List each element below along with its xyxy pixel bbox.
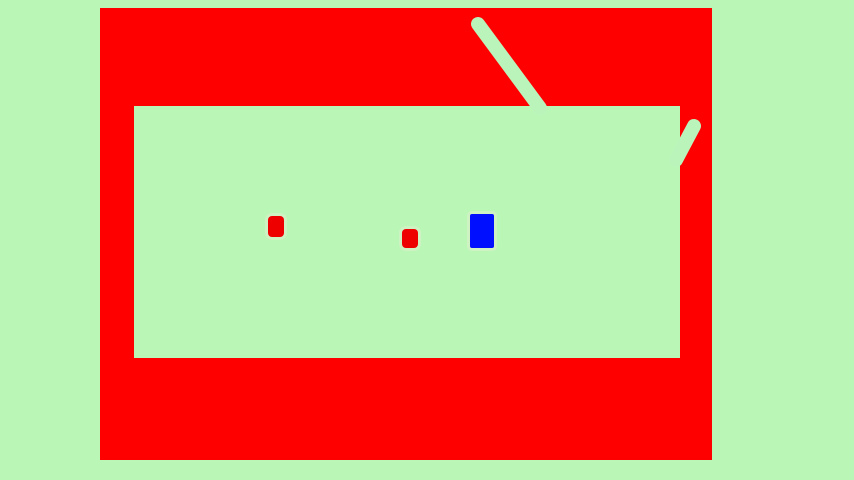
enemy-red-square-2[interactable] xyxy=(402,229,418,248)
enemy-red-square-1[interactable] xyxy=(268,216,284,237)
player-blue-square[interactable] xyxy=(470,214,494,248)
stick-long-segment xyxy=(471,17,547,115)
stick-short-segment xyxy=(669,119,701,167)
